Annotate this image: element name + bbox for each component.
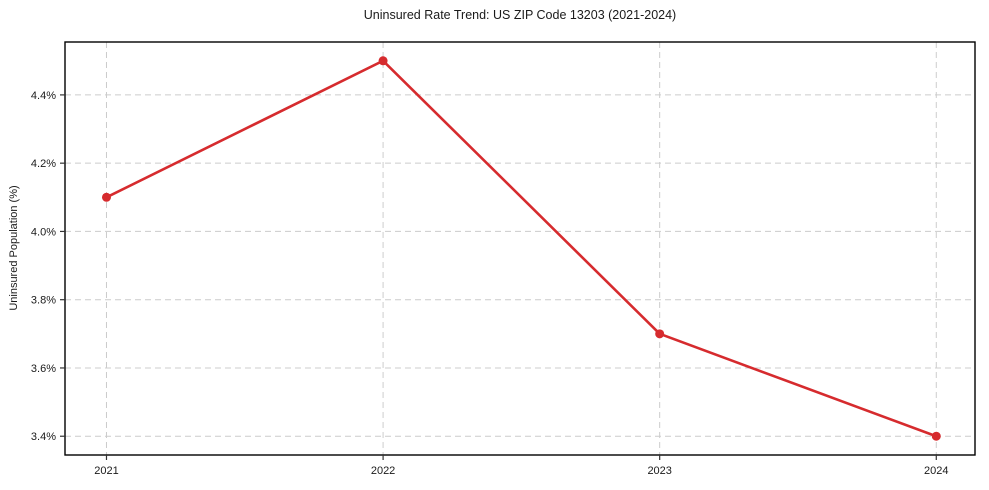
- y-tick-label: 4.0%: [31, 226, 56, 238]
- data-point: [931, 431, 941, 441]
- x-tick-label: 2023: [647, 465, 671, 477]
- x-tick-label: 2024: [924, 465, 948, 477]
- y-tick-label: 3.8%: [31, 295, 56, 307]
- y-tick-label: 4.4%: [31, 90, 56, 102]
- data-point: [378, 56, 388, 66]
- x-tick-label: 2022: [371, 465, 395, 477]
- data-point: [655, 329, 665, 339]
- y-tick-label: 3.4%: [31, 431, 56, 443]
- plot-border: [64, 41, 976, 456]
- y-tick-label: 3.6%: [31, 363, 56, 375]
- trend-line: [105, 59, 938, 438]
- x-tick-label: 2021: [94, 465, 118, 477]
- chart-title: Uninsured Rate Trend: US ZIP Code 13203 …: [363, 8, 677, 22]
- y-tick-label: 4.2%: [31, 158, 56, 170]
- data-point: [101, 192, 111, 202]
